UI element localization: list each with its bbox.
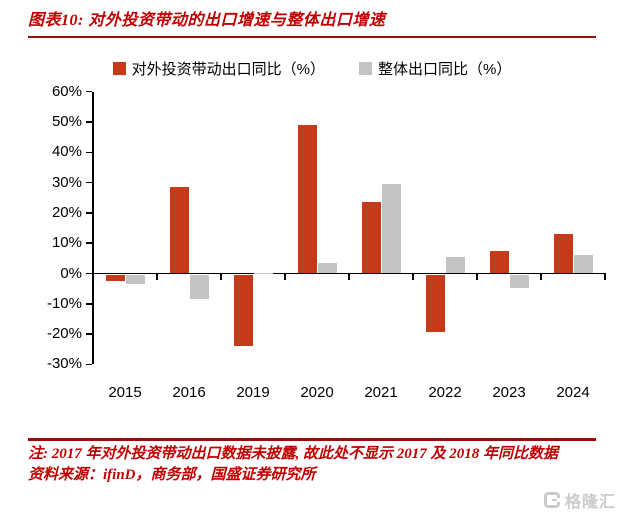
figure-notes: 注: 2017 年对外投资带动出口数据未披露, 故此处不显示 2017 及 20… (28, 444, 606, 486)
x-axis-label: 2019 (236, 384, 270, 401)
bar-overall-2023 (510, 274, 529, 289)
bar-overall-2024 (574, 255, 593, 274)
y-axis-tick (86, 242, 92, 244)
y-axis-tick (86, 303, 92, 305)
legend-swatch-gray-icon (359, 62, 372, 75)
x-axis-tick (476, 273, 478, 280)
gelonghui-logo-icon (543, 492, 561, 508)
y-axis-label: 30% (51, 173, 82, 191)
x-axis-tick (284, 273, 286, 280)
bar-overall-2015 (126, 274, 145, 284)
legend-item-overall: 整体出口同比（%） (359, 58, 511, 79)
y-axis-tick (86, 212, 92, 214)
bar-overall-2022 (446, 256, 465, 274)
x-axis-label: 2015 (108, 384, 142, 401)
y-axis-label: 10% (51, 234, 82, 252)
bar-overall-2020 (318, 262, 337, 274)
chart-legend: 对外投资带动出口同比（%） 整体出口同比（%） (0, 58, 624, 79)
bar-outbound-2016 (170, 187, 189, 274)
source-text: 资料来源：ifinD，商务部，国盛证券研究所 (28, 467, 316, 483)
legend-label-overall: 整体出口同比（%） (378, 61, 512, 78)
y-axis-label: 50% (51, 113, 82, 130)
y-axis-tick (86, 151, 92, 154)
bar-outbound-2024 (554, 234, 573, 274)
bar-outbound-2020 (298, 125, 317, 274)
y-axis-tick (86, 90, 92, 93)
x-axis-label: 2023 (492, 384, 526, 401)
bar-overall-2016 (190, 274, 209, 299)
x-axis-tick (412, 273, 414, 280)
bar-outbound-2021 (362, 202, 381, 274)
x-axis-tick (92, 273, 94, 280)
bar-overall-2021 (382, 184, 401, 274)
bar-outbound-2019 (234, 274, 253, 346)
y-axis-tick (86, 363, 92, 366)
legend-swatch-red-icon (112, 62, 126, 75)
x-axis-label: 2021 (364, 384, 398, 401)
y-axis-tick (86, 121, 92, 123)
x-axis-tick (348, 273, 350, 280)
x-axis-label: 2016 (172, 384, 206, 401)
y-axis-line (92, 91, 94, 365)
y-axis-label: 60% (51, 82, 82, 100)
y-axis-label: -20% (46, 325, 82, 343)
gelonghui-watermark: 格隆汇 (543, 488, 616, 512)
y-axis-tick (86, 181, 92, 184)
bar-outbound-2015 (106, 274, 125, 281)
y-axis-label: 40% (51, 143, 82, 161)
y-axis-label: 20% (51, 203, 82, 221)
x-axis-label: 2022 (428, 384, 462, 401)
bar-outbound-2022 (426, 274, 445, 333)
legend-label-outbound: 对外投资带动出口同比（%） (131, 61, 325, 78)
y-axis-tick (86, 272, 92, 275)
note-text: 注: 2017 年对外投资带动出口数据未披露, 故此处不显示 2017 及 20… (28, 446, 558, 462)
bar-outbound-2023 (490, 250, 509, 274)
x-axis-label: 2020 (300, 384, 334, 401)
legend-item-outbound: 对外投资带动出口同比（%） (112, 58, 325, 79)
x-axis-tick (220, 273, 222, 280)
bar-chart-plot-area: 60% 50% 40% 30% 20% 10% 0% -10% -20% -30% 2015 2016… (0, 82, 624, 416)
x-axis-label: 2024 (556, 384, 590, 401)
y-axis-tick (86, 333, 92, 335)
x-axis-tick (156, 273, 158, 280)
figure-title: 图表10: 对外投资带动的出口增速与整体出口增速 (28, 12, 386, 29)
bar-overall-2019 (254, 272, 273, 274)
gelonghui-logo-text: 格隆汇 (564, 494, 616, 511)
x-axis-tick (540, 273, 542, 280)
y-axis-label: -10% (46, 294, 82, 312)
notes-divider (28, 438, 596, 441)
y-axis-label: 0% (60, 264, 82, 282)
x-axis-tick (604, 273, 606, 280)
y-axis-label: -30% (46, 355, 82, 373)
title-divider (28, 36, 596, 38)
